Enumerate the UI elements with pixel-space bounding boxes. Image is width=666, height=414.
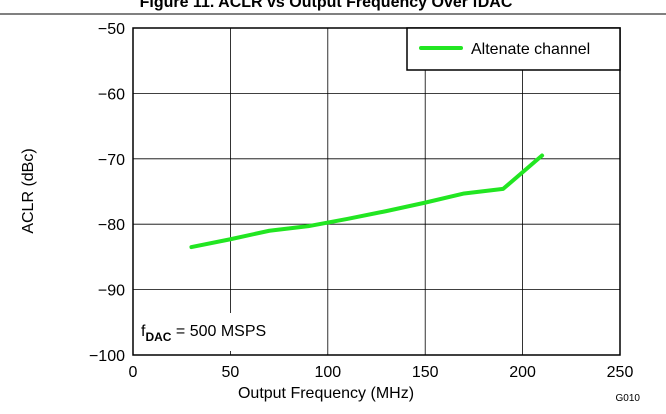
y-tick-label: −80: [98, 217, 125, 234]
series-layer: [189, 153, 545, 250]
x-axis-title: Output Frequency (MHz): [238, 385, 414, 402]
x-tick-label: 150: [412, 364, 439, 381]
legend-label: Altenate channel: [471, 41, 590, 58]
y-axis-title: ACLR (dBc): [20, 148, 37, 233]
y-tick-label: −50: [98, 21, 125, 38]
legend: Altenate channel: [406, 27, 621, 71]
annotation-box: [136, 313, 296, 351]
series-line: [189, 153, 545, 250]
plot-frame: [132, 27, 621, 356]
axes: 0 50 100 150 200 250 −100 −90 −80 −70 −60 −50: [89, 21, 633, 381]
annotation-text: fDAC = 500 MSPS: [141, 323, 266, 344]
x-tick-label: 50: [222, 364, 240, 381]
x-tick-label: 100: [314, 364, 341, 381]
grid: [133, 28, 620, 355]
figure-code-label: G010: [616, 393, 641, 404]
y-tick-label: −90: [98, 283, 125, 300]
y-tick-label: −60: [98, 86, 125, 103]
chart-title: Figure 11. ACLR vs Output Frequency Over…: [140, 0, 513, 11]
x-tick-label: 200: [509, 364, 536, 381]
y-tick-label: −70: [98, 152, 125, 169]
y-tick-label: −100: [89, 348, 125, 365]
annotation-layer: fDAC = 500 MSPS: [136, 313, 296, 351]
x-tick-label: 250: [607, 364, 634, 381]
x-tick-label: 0: [129, 364, 138, 381]
